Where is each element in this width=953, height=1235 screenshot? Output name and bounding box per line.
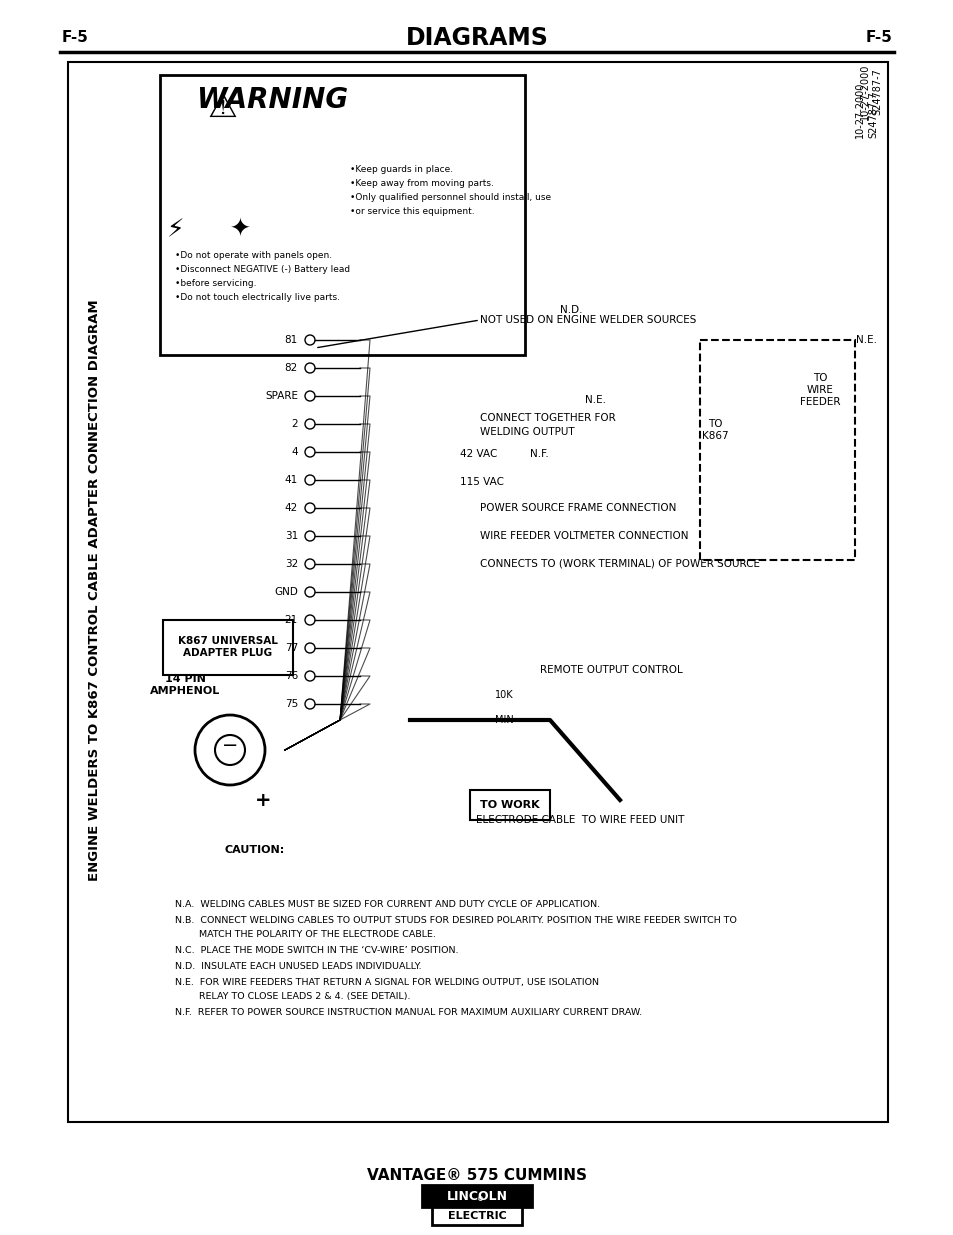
Text: •or service this equipment.: •or service this equipment. bbox=[350, 207, 475, 216]
Text: CONNECT TOGETHER FOR: CONNECT TOGETHER FOR bbox=[479, 412, 615, 424]
Text: POWER SOURCE FRAME CONNECTION: POWER SOURCE FRAME CONNECTION bbox=[479, 503, 676, 513]
Text: 76: 76 bbox=[284, 671, 297, 680]
Text: F-5: F-5 bbox=[62, 31, 89, 46]
Text: REMOTE OUTPUT CONTROL: REMOTE OUTPUT CONTROL bbox=[539, 664, 682, 676]
Text: LINCOLN: LINCOLN bbox=[446, 1189, 507, 1203]
Text: ENGINE WELDERS TO K867 CONTROL CABLE ADAPTER CONNECTION DIAGRAM: ENGINE WELDERS TO K867 CONTROL CABLE ADA… bbox=[89, 299, 101, 881]
Text: 10-27-2000: 10-27-2000 bbox=[854, 82, 864, 138]
Text: 115 VAC: 115 VAC bbox=[459, 477, 503, 487]
Bar bbox=[421, 1186, 532, 1207]
Text: S24787-7: S24787-7 bbox=[867, 91, 877, 138]
Text: •Only qualified personnel should install, use: •Only qualified personnel should install… bbox=[350, 194, 551, 203]
Text: N.C.  PLACE THE MODE SWITCH IN THE ‘CV-WIRE’ POSITION.: N.C. PLACE THE MODE SWITCH IN THE ‘CV-WI… bbox=[174, 946, 458, 955]
Bar bbox=[700, 340, 854, 559]
Text: 42: 42 bbox=[284, 503, 297, 513]
Text: NOT USED ON ENGINE WELDER SOURCES: NOT USED ON ENGINE WELDER SOURCES bbox=[479, 315, 696, 325]
Text: TO WORK: TO WORK bbox=[479, 800, 539, 810]
Text: ®: ® bbox=[476, 1195, 483, 1202]
Text: CONNECTS TO (WORK TERMINAL) OF POWER SOURCE: CONNECTS TO (WORK TERMINAL) OF POWER SOU… bbox=[479, 559, 760, 569]
Text: ELECTRODE CABLE  TO WIRE FEED UNIT: ELECTRODE CABLE TO WIRE FEED UNIT bbox=[476, 815, 683, 825]
Bar bbox=[163, 620, 293, 676]
Text: F-5: F-5 bbox=[864, 31, 891, 46]
Text: N.E.: N.E. bbox=[584, 395, 605, 405]
Text: WIRE FEEDER VOLTMETER CONNECTION: WIRE FEEDER VOLTMETER CONNECTION bbox=[479, 531, 688, 541]
Text: −: − bbox=[222, 736, 238, 755]
Text: ⚡: ⚡ bbox=[167, 219, 185, 242]
Text: 31: 31 bbox=[284, 531, 297, 541]
Text: 41: 41 bbox=[284, 475, 297, 485]
Text: ✦: ✦ bbox=[230, 219, 251, 242]
Text: N.D.: N.D. bbox=[559, 305, 582, 315]
Text: ELECTRIC: ELECTRIC bbox=[447, 1212, 506, 1221]
Text: S24787-7: S24787-7 bbox=[871, 69, 882, 115]
Bar bbox=[470, 790, 550, 820]
Text: 10K: 10K bbox=[495, 690, 513, 700]
Bar bbox=[68, 62, 887, 1123]
Text: 77: 77 bbox=[284, 643, 297, 653]
Text: N.F.: N.F. bbox=[530, 450, 548, 459]
Text: 10-27-2000: 10-27-2000 bbox=[859, 64, 869, 120]
Text: MATCH THE POLARITY OF THE ELECTRODE CABLE.: MATCH THE POLARITY OF THE ELECTRODE CABL… bbox=[174, 930, 436, 939]
Text: ⚠: ⚠ bbox=[207, 91, 236, 125]
Text: DIAGRAMS: DIAGRAMS bbox=[405, 26, 548, 49]
Text: 14 PIN
AMPHENOL: 14 PIN AMPHENOL bbox=[150, 674, 220, 695]
Text: •Do not operate with panels open.: •Do not operate with panels open. bbox=[174, 251, 332, 259]
Text: GND: GND bbox=[274, 587, 297, 597]
Text: •Disconnect NEGATIVE (-) Battery lead: •Disconnect NEGATIVE (-) Battery lead bbox=[174, 264, 350, 273]
Text: 82: 82 bbox=[284, 363, 297, 373]
Text: N.D.  INSULATE EACH UNUSED LEADS INDIVIDUALLY.: N.D. INSULATE EACH UNUSED LEADS INDIVIDU… bbox=[174, 962, 421, 971]
Text: +: + bbox=[254, 790, 271, 809]
Text: VANTAGE® 575 CUMMINS: VANTAGE® 575 CUMMINS bbox=[367, 1167, 586, 1182]
Text: •Keep away from moving parts.: •Keep away from moving parts. bbox=[350, 179, 494, 189]
Text: •Do not touch electrically live parts.: •Do not touch electrically live parts. bbox=[174, 293, 339, 301]
Text: N.E.  FOR WIRE FEEDERS THAT RETURN A SIGNAL FOR WELDING OUTPUT, USE ISOLATION: N.E. FOR WIRE FEEDERS THAT RETURN A SIGN… bbox=[174, 978, 598, 987]
Text: N.F.  REFER TO POWER SOURCE INSTRUCTION MANUAL FOR MAXIMUM AUXILIARY CURRENT DRA: N.F. REFER TO POWER SOURCE INSTRUCTION M… bbox=[174, 1008, 641, 1016]
Text: SPARE: SPARE bbox=[265, 391, 297, 401]
Text: 81: 81 bbox=[284, 335, 297, 345]
Text: CAUTION:: CAUTION: bbox=[225, 845, 285, 855]
Text: WARNING: WARNING bbox=[195, 86, 348, 114]
Bar bbox=[432, 1207, 521, 1225]
Text: TO
K867: TO K867 bbox=[701, 419, 727, 441]
Text: 42 VAC: 42 VAC bbox=[459, 450, 497, 459]
Text: RELAY TO CLOSE LEADS 2 & 4. (SEE DETAIL).: RELAY TO CLOSE LEADS 2 & 4. (SEE DETAIL)… bbox=[174, 992, 410, 1002]
Text: •Keep guards in place.: •Keep guards in place. bbox=[350, 165, 453, 174]
Text: WELDING OUTPUT: WELDING OUTPUT bbox=[479, 427, 574, 437]
Text: 2: 2 bbox=[291, 419, 297, 429]
Text: K867 UNIVERSAL
ADAPTER PLUG: K867 UNIVERSAL ADAPTER PLUG bbox=[178, 636, 277, 658]
Text: TO
WIRE
FEEDER: TO WIRE FEEDER bbox=[799, 373, 840, 406]
Text: 32: 32 bbox=[284, 559, 297, 569]
Text: 4: 4 bbox=[291, 447, 297, 457]
Text: •before servicing.: •before servicing. bbox=[174, 279, 256, 288]
Text: MIN: MIN bbox=[495, 715, 514, 725]
Text: N.B.  CONNECT WELDING CABLES TO OUTPUT STUDS FOR DESIRED POLARITY. POSITION THE : N.B. CONNECT WELDING CABLES TO OUTPUT ST… bbox=[174, 916, 736, 925]
Text: 75: 75 bbox=[284, 699, 297, 709]
Bar bbox=[160, 75, 524, 354]
Text: N.E.: N.E. bbox=[855, 335, 876, 345]
Text: 21: 21 bbox=[284, 615, 297, 625]
Text: N.A.  WELDING CABLES MUST BE SIZED FOR CURRENT AND DUTY CYCLE OF APPLICATION.: N.A. WELDING CABLES MUST BE SIZED FOR CU… bbox=[174, 900, 599, 909]
